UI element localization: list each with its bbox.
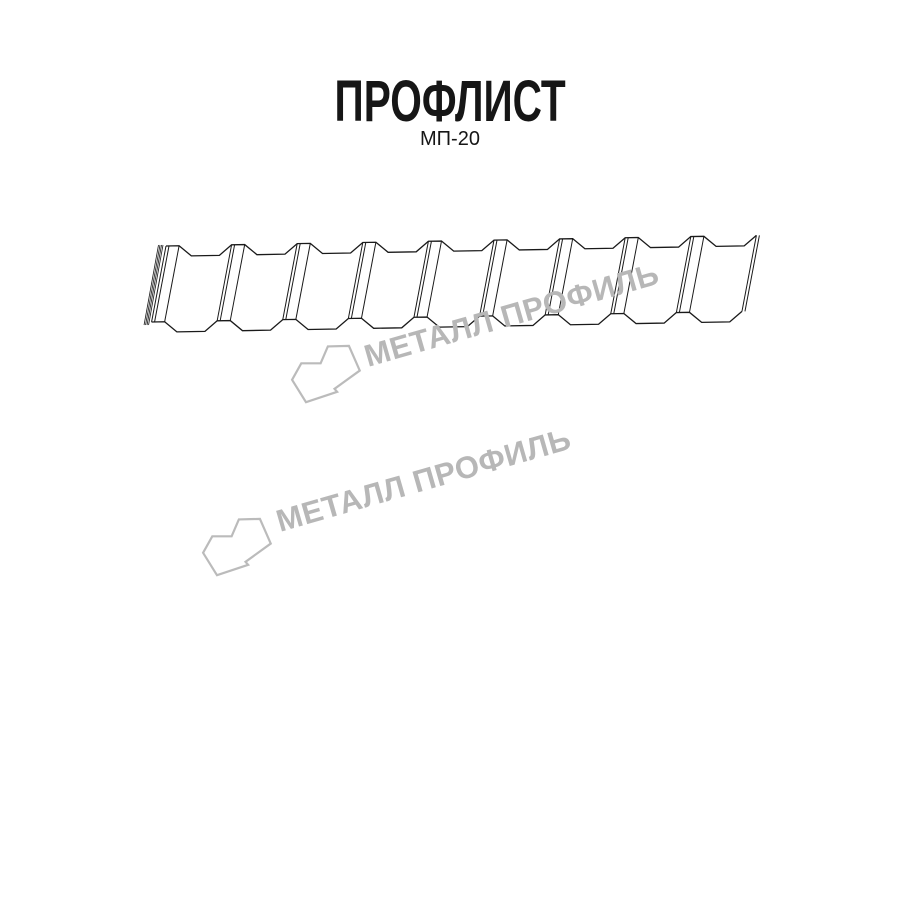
svg-text:МЕТАЛЛ ПРОФИЛЬ: МЕТАЛЛ ПРОФИЛЬ [272, 421, 575, 539]
svg-text:МЕТАЛЛ ПРОФИЛЬ: МЕТАЛЛ ПРОФИЛЬ [360, 256, 663, 374]
